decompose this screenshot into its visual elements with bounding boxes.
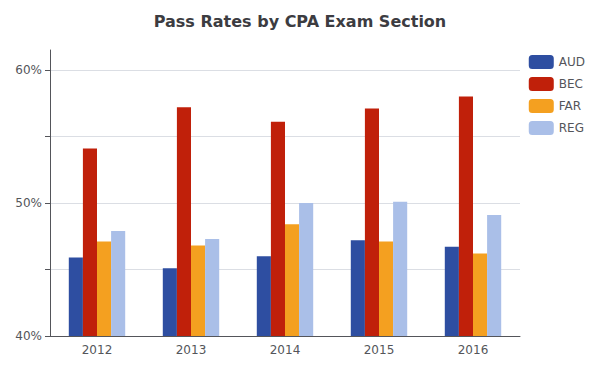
svg-text:FAR: FAR <box>559 99 581 113</box>
svg-text:2016: 2016 <box>458 343 489 357</box>
svg-text:50%: 50% <box>15 196 42 210</box>
svg-text:60%: 60% <box>15 63 42 77</box>
svg-text:Pass Rates by CPA Exam Section: Pass Rates by CPA Exam Section <box>154 12 447 31</box>
svg-text:2015: 2015 <box>364 343 395 357</box>
svg-text:AUD: AUD <box>559 55 585 69</box>
svg-text:REG: REG <box>559 121 584 135</box>
svg-text:2013: 2013 <box>176 343 207 357</box>
svg-text:2014: 2014 <box>270 343 301 357</box>
svg-text:BEC: BEC <box>559 77 583 91</box>
svg-text:2012: 2012 <box>82 343 113 357</box>
svg-text:40%: 40% <box>15 329 42 343</box>
